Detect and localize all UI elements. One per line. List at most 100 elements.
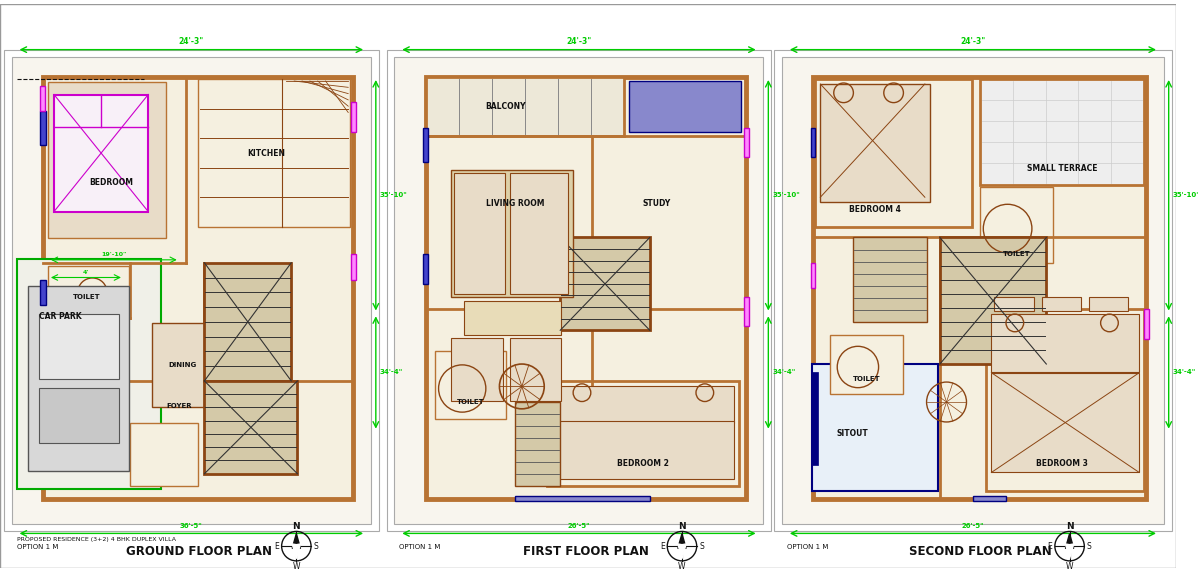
Bar [152, 323, 213, 407]
Polygon shape [678, 534, 686, 549]
Bar [54, 94, 149, 212]
Bar [986, 309, 1144, 490]
Text: W: W [292, 562, 300, 572]
Bar [510, 338, 561, 401]
Text: E: E [660, 542, 665, 551]
Text: DINING: DINING [169, 362, 196, 368]
Bar [811, 263, 816, 288]
Bar [41, 279, 46, 305]
Bar [744, 297, 749, 326]
Bar [387, 49, 772, 531]
Bar [552, 386, 734, 423]
Bar [48, 82, 165, 238]
Text: S: S [700, 542, 704, 551]
Text: SMALL TERRACE: SMALL TERRACE [1027, 164, 1097, 173]
Bar [198, 79, 350, 227]
Text: BEDROOM 2: BEDROOM 2 [617, 459, 670, 467]
Bar [547, 381, 739, 486]
Bar [744, 128, 749, 158]
Bar [830, 335, 903, 393]
Bar [435, 351, 506, 419]
Text: N: N [1066, 522, 1073, 531]
Bar [205, 381, 297, 474]
Bar [41, 86, 46, 111]
Text: 24'-3": 24'-3" [567, 37, 592, 46]
Text: W: W [678, 562, 685, 572]
Bar [423, 128, 428, 162]
Text: OPTION 1 M: OPTION 1 M [17, 544, 58, 550]
Bar [425, 77, 624, 136]
Text: PROPOSED RESIDENCE (3+2) 4 BHK DUPLEX VILLA: PROPOSED RESIDENCE (3+2) 4 BHK DUPLEX VI… [17, 537, 176, 542]
Bar [980, 79, 1144, 185]
Bar [853, 237, 926, 322]
Text: E: E [1047, 542, 1052, 551]
Bar [12, 58, 371, 524]
Bar [131, 423, 198, 486]
Text: 35'-10": 35'-10" [380, 192, 407, 198]
Bar [43, 77, 353, 499]
Text: W: W [1066, 562, 1073, 572]
Text: SITOUT: SITOUT [836, 429, 867, 438]
Bar [510, 173, 568, 294]
Text: 34'-4": 34'-4" [1173, 370, 1196, 375]
Bar [205, 263, 291, 381]
Bar [774, 49, 1172, 531]
Text: N: N [678, 522, 685, 531]
Bar [464, 301, 561, 335]
Bar [38, 388, 120, 443]
Text: N: N [292, 522, 301, 531]
Bar [980, 187, 1053, 263]
Bar [1089, 297, 1129, 311]
Bar [423, 254, 428, 284]
Bar [1144, 309, 1149, 339]
Text: S: S [1087, 542, 1091, 551]
Polygon shape [1065, 544, 1073, 559]
Text: 34'-4": 34'-4" [773, 370, 795, 375]
Text: STUDY: STUDY [642, 199, 671, 208]
Text: 24'-3": 24'-3" [179, 37, 204, 46]
Text: 36'-5": 36'-5" [180, 523, 202, 530]
Bar [425, 77, 746, 499]
Text: BEDROOM 4: BEDROOM 4 [849, 205, 901, 213]
Text: TOILET: TOILET [853, 376, 881, 382]
Bar [973, 496, 1006, 501]
Text: BEDROOM: BEDROOM [90, 178, 133, 187]
Text: GROUND FLOOR PLAN: GROUND FLOOR PLAN [126, 545, 272, 558]
Bar [992, 314, 1139, 372]
Bar [811, 364, 938, 490]
Text: E: E [274, 542, 279, 551]
Text: OPTION 1 M: OPTION 1 M [399, 544, 441, 550]
Text: TOILET: TOILET [73, 293, 101, 300]
Text: FOYER: FOYER [167, 403, 193, 409]
Text: 26'-5": 26'-5" [568, 523, 591, 530]
Text: 26'-5": 26'-5" [962, 523, 985, 530]
Bar [4, 49, 379, 531]
Bar [38, 314, 120, 378]
Text: TOILET: TOILET [456, 399, 484, 405]
Text: FIRST FLOOR PLAN: FIRST FLOOR PLAN [524, 545, 649, 558]
Bar [452, 170, 573, 297]
Bar [552, 421, 734, 479]
Bar [811, 128, 816, 158]
Text: BALCONY: BALCONY [485, 102, 526, 111]
Bar [816, 79, 972, 227]
Bar [992, 373, 1139, 473]
Bar [515, 496, 649, 501]
Text: KITCHEN: KITCHEN [248, 148, 285, 158]
Bar [1041, 297, 1081, 311]
Text: BEDROOM 3: BEDROOM 3 [1036, 459, 1088, 468]
Polygon shape [292, 544, 301, 559]
Text: 4': 4' [83, 270, 89, 274]
Bar [29, 286, 129, 471]
Text: CAR PARK: CAR PARK [38, 312, 81, 321]
Text: OPTION 1 M: OPTION 1 M [787, 544, 828, 550]
Bar [629, 81, 740, 132]
Bar [940, 237, 1046, 364]
Text: 35'-10": 35'-10" [1173, 192, 1198, 198]
Bar [515, 402, 561, 486]
Bar [351, 102, 356, 132]
Bar [394, 58, 763, 524]
Bar [454, 173, 506, 294]
Bar [813, 77, 1146, 499]
Polygon shape [1065, 534, 1073, 549]
